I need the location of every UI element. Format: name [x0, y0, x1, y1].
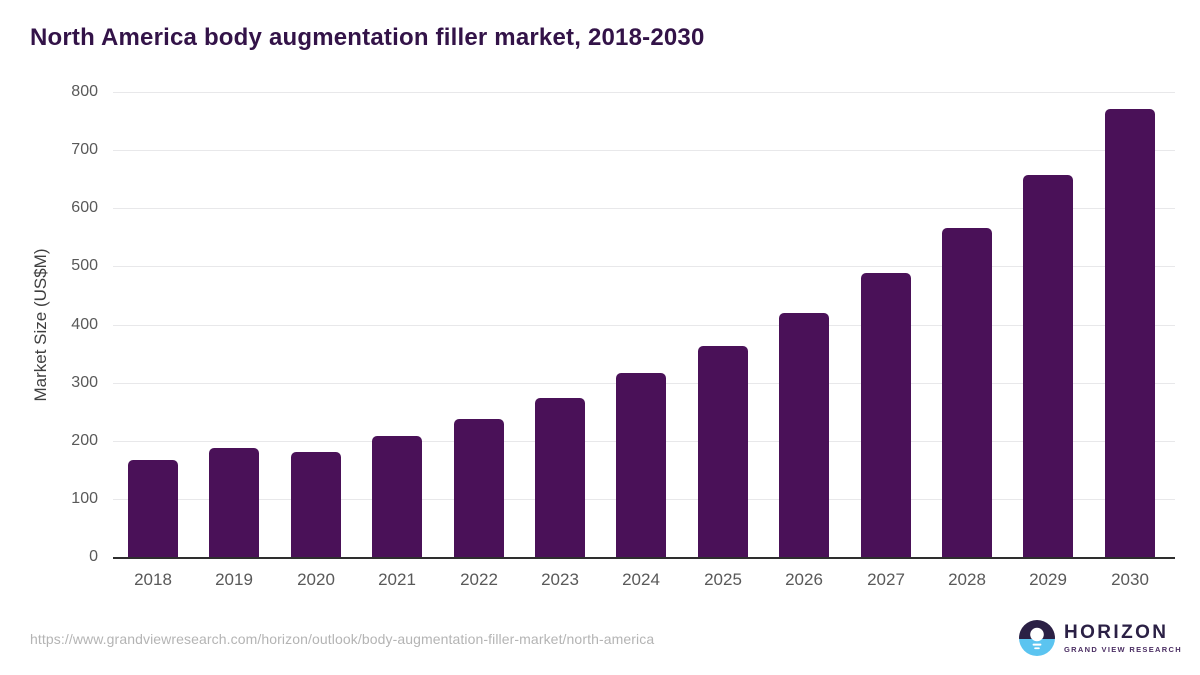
logo-text: HORIZON GRAND VIEW RESEARCH	[1064, 623, 1182, 654]
bar-2027[interactable]	[861, 273, 911, 557]
y-tick-label-300: 300	[71, 374, 98, 391]
gridline-800	[113, 92, 1175, 93]
bar-2023[interactable]	[535, 398, 585, 557]
x-tick-label-2029: 2029	[1029, 570, 1067, 589]
x-tick-label-2020: 2020	[297, 570, 335, 589]
bar-2021[interactable]	[372, 436, 422, 557]
sunset-over-water-icon	[1019, 620, 1055, 656]
bar-2018[interactable]	[128, 460, 178, 557]
horizon-logo: HORIZON GRAND VIEW RESEARCH	[1019, 620, 1182, 656]
x-tick-label-2030: 2030	[1111, 570, 1149, 589]
gridline-500	[113, 266, 1175, 267]
logo-brand: HORIZON	[1064, 621, 1169, 643]
bar-2030[interactable]	[1105, 109, 1155, 557]
source-url: https://www.grandviewresearch.com/horizo…	[30, 631, 655, 647]
gridline-600	[113, 208, 1175, 209]
x-tick-label-2023: 2023	[541, 570, 579, 589]
x-axis-line	[113, 557, 1175, 559]
logo-subtitle: GRAND VIEW RESEARCH	[1064, 644, 1183, 654]
x-tick-label-2027: 2027	[867, 570, 905, 589]
y-tick-label-600: 600	[71, 199, 98, 216]
gridline-400	[113, 325, 1175, 326]
bar-2025[interactable]	[698, 346, 748, 557]
x-tick-label-2021: 2021	[378, 570, 416, 589]
gridline-700	[113, 150, 1175, 151]
chart-title: North America body augmentation filler m…	[30, 24, 705, 51]
bar-2020[interactable]	[291, 452, 341, 557]
y-tick-label-100: 100	[71, 490, 98, 507]
bar-2019[interactable]	[209, 448, 259, 557]
y-tick-label-200: 200	[71, 432, 98, 449]
y-tick-label-800: 800	[71, 83, 98, 100]
x-tick-label-2026: 2026	[785, 570, 823, 589]
x-tick-label-2019: 2019	[215, 570, 253, 589]
y-axis-title: Market Size (US$M)	[31, 248, 50, 402]
x-tick-label-2018: 2018	[134, 570, 172, 589]
x-tick-label-2024: 2024	[622, 570, 660, 589]
y-tick-label-700: 700	[71, 141, 98, 158]
y-tick-label-0: 0	[89, 548, 98, 565]
bar-2022[interactable]	[454, 419, 504, 557]
bar-2026[interactable]	[779, 313, 829, 557]
y-tick-label-400: 400	[71, 316, 98, 333]
y-tick-label-500: 500	[71, 257, 98, 274]
x-tick-label-2022: 2022	[460, 570, 498, 589]
x-tick-label-2028: 2028	[948, 570, 986, 589]
bar-2024[interactable]	[616, 373, 666, 557]
bar-2029[interactable]	[1023, 175, 1073, 557]
x-tick-label-2025: 2025	[704, 570, 742, 589]
bar-2028[interactable]	[942, 228, 992, 557]
